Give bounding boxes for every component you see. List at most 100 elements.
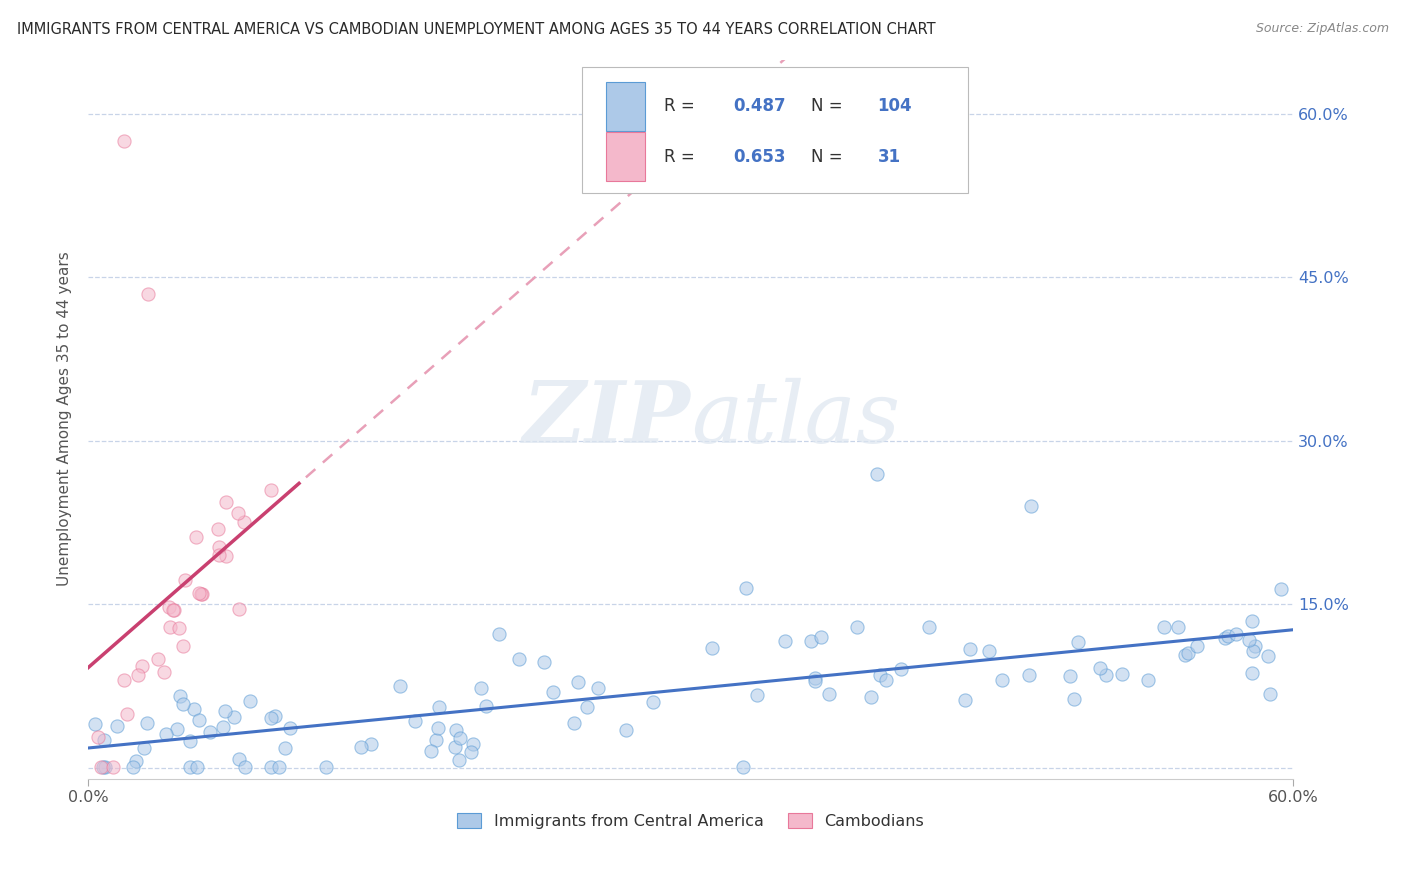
Point: [239, 694, 262, 708]
Point: [575, 700, 598, 714]
Point: [475, 699, 498, 714]
Point: [1153, 620, 1175, 634]
Point: [1270, 582, 1292, 596]
Point: [115, 706, 138, 721]
Point: [101, 759, 124, 773]
Point: [1059, 668, 1081, 682]
Point: [1185, 639, 1208, 653]
Text: R =: R =: [664, 97, 700, 115]
Point: [91, 759, 114, 773]
Point: [169, 689, 191, 703]
Legend: Immigrants from Central America, Cambodians: Immigrants from Central America, Cambodi…: [451, 807, 931, 835]
Point: [166, 723, 188, 737]
Point: [315, 759, 337, 773]
Point: [187, 586, 209, 600]
Point: [208, 548, 231, 562]
Point: [953, 692, 976, 706]
Point: [214, 704, 236, 718]
Point: [447, 754, 470, 768]
Point: [404, 714, 426, 728]
Point: [273, 741, 295, 756]
Point: [463, 738, 485, 752]
Point: [1225, 627, 1247, 641]
Point: [350, 740, 373, 755]
Point: [215, 495, 238, 509]
Point: [94, 759, 117, 773]
Text: N =: N =: [811, 148, 848, 166]
Point: [121, 759, 143, 773]
Point: [1244, 639, 1267, 653]
Point: [163, 603, 186, 617]
Point: [148, 652, 170, 666]
Point: [1136, 673, 1159, 687]
Point: [360, 737, 382, 751]
Point: [90, 759, 112, 773]
Point: [278, 721, 301, 735]
Point: [226, 507, 249, 521]
Point: [800, 634, 823, 648]
Point: [260, 759, 283, 773]
Point: [1095, 668, 1118, 682]
Text: Source: ZipAtlas.com: Source: ZipAtlas.com: [1256, 22, 1389, 36]
Point: [733, 759, 755, 773]
Point: [890, 662, 912, 676]
Point: [233, 759, 256, 773]
Point: [1257, 648, 1279, 663]
Point: [541, 685, 564, 699]
Point: [586, 681, 609, 696]
Point: [734, 581, 756, 595]
Point: [172, 697, 194, 711]
Point: [1260, 687, 1282, 701]
Point: [449, 731, 471, 746]
Point: [233, 515, 256, 529]
Point: [425, 732, 447, 747]
Point: [460, 745, 482, 759]
Point: [567, 675, 589, 690]
Point: [470, 681, 492, 695]
Point: [138, 286, 160, 301]
Point: [817, 687, 839, 701]
Point: [917, 620, 939, 634]
Point: [159, 620, 181, 634]
Point: [155, 727, 177, 741]
Point: [488, 627, 510, 641]
Point: [1018, 668, 1040, 682]
Point: [1174, 648, 1197, 662]
Point: [444, 723, 467, 737]
Point: [773, 633, 796, 648]
Point: [260, 711, 283, 725]
Point: [1241, 644, 1264, 658]
Point: [977, 644, 1000, 658]
Point: [533, 656, 555, 670]
Point: [157, 599, 180, 614]
Point: [562, 715, 585, 730]
Point: [208, 540, 231, 554]
Point: [745, 688, 768, 702]
Point: [846, 620, 869, 634]
Point: [388, 679, 411, 693]
Point: [1213, 631, 1236, 645]
Point: [1067, 634, 1090, 648]
FancyBboxPatch shape: [606, 81, 645, 131]
Point: [1177, 646, 1199, 660]
Text: atlas: atlas: [690, 377, 900, 460]
Point: [259, 483, 281, 497]
Point: [153, 665, 176, 679]
Text: ZIP: ZIP: [523, 377, 690, 461]
Point: [112, 673, 135, 688]
Text: 104: 104: [877, 97, 912, 115]
Point: [198, 724, 221, 739]
Point: [959, 642, 981, 657]
FancyBboxPatch shape: [606, 132, 645, 181]
Point: [84, 716, 107, 731]
Point: [169, 621, 191, 635]
Point: [162, 603, 184, 617]
Point: [93, 733, 115, 747]
Point: [859, 690, 882, 704]
Point: [803, 673, 825, 688]
Point: [810, 630, 832, 644]
Point: [1167, 620, 1189, 634]
Point: [1216, 629, 1239, 643]
FancyBboxPatch shape: [582, 67, 967, 193]
Point: [1241, 614, 1264, 628]
